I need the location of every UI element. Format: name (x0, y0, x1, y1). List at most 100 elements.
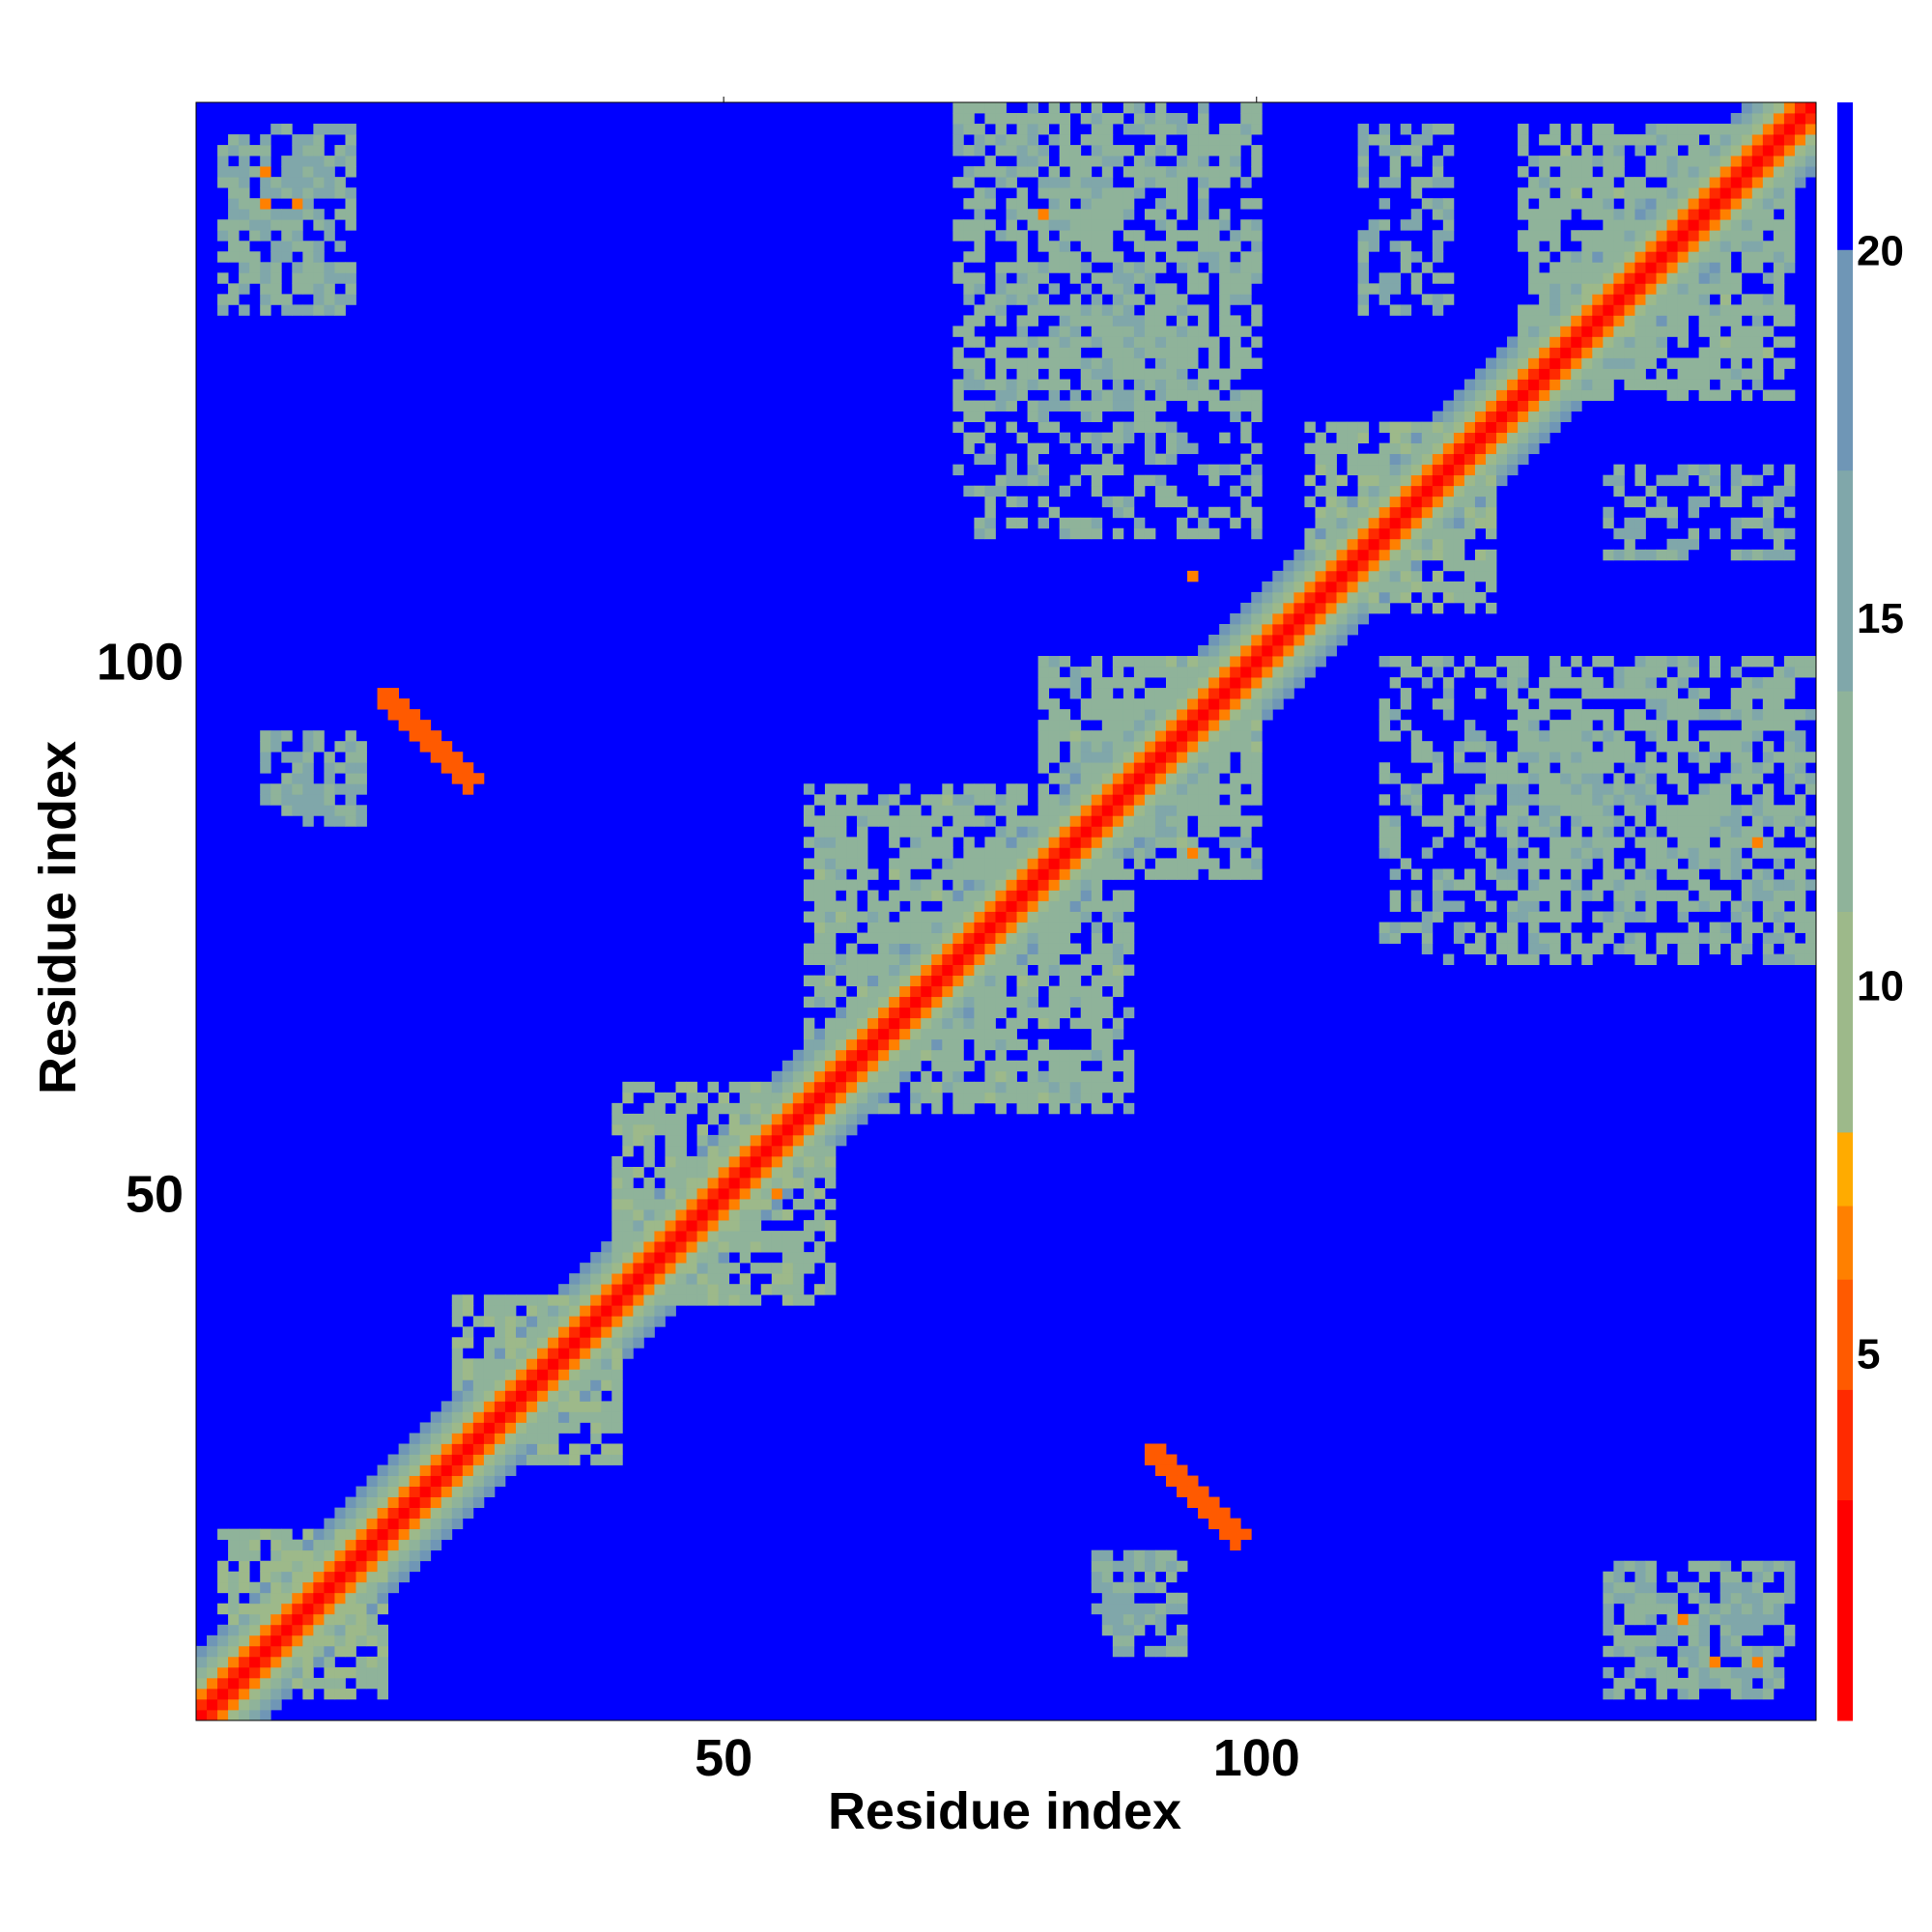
heatmap-cell (1624, 304, 1635, 316)
heatmap-cell (1634, 272, 1646, 284)
heatmap-cell (931, 1038, 943, 1051)
heatmap-cell (1112, 1028, 1124, 1040)
heatmap-cell (995, 145, 1007, 156)
heatmap-cell (451, 1475, 464, 1487)
heatmap-cell (739, 1241, 752, 1253)
heatmap-cell (1741, 773, 1753, 784)
heatmap-cell (409, 1539, 421, 1551)
heatmap-cell (302, 177, 314, 188)
heatmap-cell (1677, 953, 1689, 965)
heatmap-cell (409, 1475, 421, 1487)
heatmap-cell (1069, 1060, 1082, 1072)
heatmap-cell (1080, 879, 1093, 891)
heatmap-cell (334, 209, 346, 220)
heatmap-cell (302, 1613, 314, 1626)
heatmap-cell (1208, 762, 1220, 774)
heatmap-cell (1453, 741, 1465, 753)
heatmap-cell (1198, 379, 1209, 390)
heatmap-cell (504, 1422, 517, 1434)
heatmap-cell (430, 1496, 442, 1509)
heatmap-cell (771, 1166, 783, 1179)
heatmap-cell (813, 1209, 826, 1221)
heatmap-cell (1198, 368, 1209, 380)
heatmap-cell (345, 783, 356, 795)
heatmap-cell (1581, 347, 1593, 358)
heatmap-cell (1133, 156, 1146, 167)
heatmap-cell (835, 953, 847, 965)
heatmap-cell (622, 1081, 634, 1094)
heatmap-cell (1719, 379, 1732, 390)
heatmap-cell (1080, 837, 1093, 848)
heatmap-cell (1581, 943, 1593, 954)
heatmap-cell (1272, 677, 1284, 689)
heatmap-cell (1069, 389, 1082, 401)
heatmap-cell (1592, 156, 1604, 167)
heatmap-cell (569, 1305, 581, 1317)
heatmap-cell (590, 1422, 602, 1434)
heatmap-cell (1560, 251, 1572, 263)
heatmap-cell (1741, 783, 1753, 795)
heatmap-cell (1453, 485, 1465, 497)
heatmap-cell (1006, 922, 1017, 933)
heatmap-cell (292, 283, 303, 295)
heatmap-cell (1016, 432, 1028, 444)
heatmap-cell (313, 794, 325, 806)
heatmap-cell (1571, 730, 1582, 742)
heatmap-cell (1069, 975, 1082, 987)
heatmap-cell (1357, 156, 1370, 167)
heatmap-cell (580, 1358, 591, 1370)
heatmap-cell (643, 1102, 655, 1115)
heatmap-cell (696, 1092, 708, 1104)
heatmap-cell (952, 389, 964, 401)
heatmap-cell (1677, 166, 1689, 178)
heatmap-cell (984, 932, 996, 944)
heatmap-cell (1251, 198, 1263, 210)
heatmap-cell (781, 1092, 794, 1104)
heatmap-cell (1315, 581, 1326, 593)
heatmap-cell (1698, 1613, 1711, 1626)
heatmap-cell (1518, 815, 1529, 827)
heatmap-cell (718, 1177, 730, 1189)
heatmap-cell (1187, 688, 1199, 699)
heatmap-cell (1432, 815, 1444, 827)
heatmap-cell (292, 156, 303, 167)
heatmap-cell (728, 1102, 741, 1115)
heatmap-cell (1528, 262, 1540, 273)
heatmap-cell (1165, 166, 1178, 178)
heatmap-cell (1208, 858, 1220, 869)
heatmap-cell (537, 1379, 549, 1391)
heatmap-cell (1677, 847, 1689, 859)
heatmap-cell (707, 1134, 720, 1147)
heatmap-cell (302, 1656, 314, 1668)
heatmap-cell (451, 1507, 464, 1520)
heatmap-cell (1634, 762, 1646, 774)
heatmap-cell (1528, 347, 1540, 358)
heatmap-cell (921, 815, 932, 827)
heatmap-cell (1432, 294, 1444, 305)
heatmap-cell (1315, 453, 1326, 466)
heatmap-cell (1688, 506, 1700, 519)
heatmap-cell (1571, 879, 1582, 891)
heatmap-cell (1463, 389, 1476, 401)
heatmap-cell (526, 1422, 538, 1434)
heatmap-cell (1677, 1613, 1689, 1626)
heatmap-cell (1165, 347, 1178, 358)
heatmap-cell (1592, 347, 1604, 358)
heatmap-cell (1240, 134, 1252, 146)
heatmap-cell (515, 1390, 527, 1402)
heatmap-cell (1581, 304, 1593, 316)
heatmap-cell (1177, 294, 1188, 305)
heatmap-cell (1112, 656, 1124, 668)
heatmap-cell (1741, 1688, 1753, 1700)
heatmap-cell (1474, 570, 1487, 582)
heatmap-cell (1112, 400, 1124, 412)
heatmap-cell (824, 1092, 837, 1104)
heatmap-cell (878, 943, 890, 954)
heatmap-cell (1325, 474, 1337, 487)
heatmap-cell (228, 1666, 240, 1679)
heatmap-cell (281, 773, 293, 784)
heatmap-cell (1006, 996, 1017, 1009)
heatmap-cell (1549, 283, 1561, 295)
heatmap-cell (1688, 1592, 1700, 1605)
heatmap-cell (1037, 688, 1050, 699)
